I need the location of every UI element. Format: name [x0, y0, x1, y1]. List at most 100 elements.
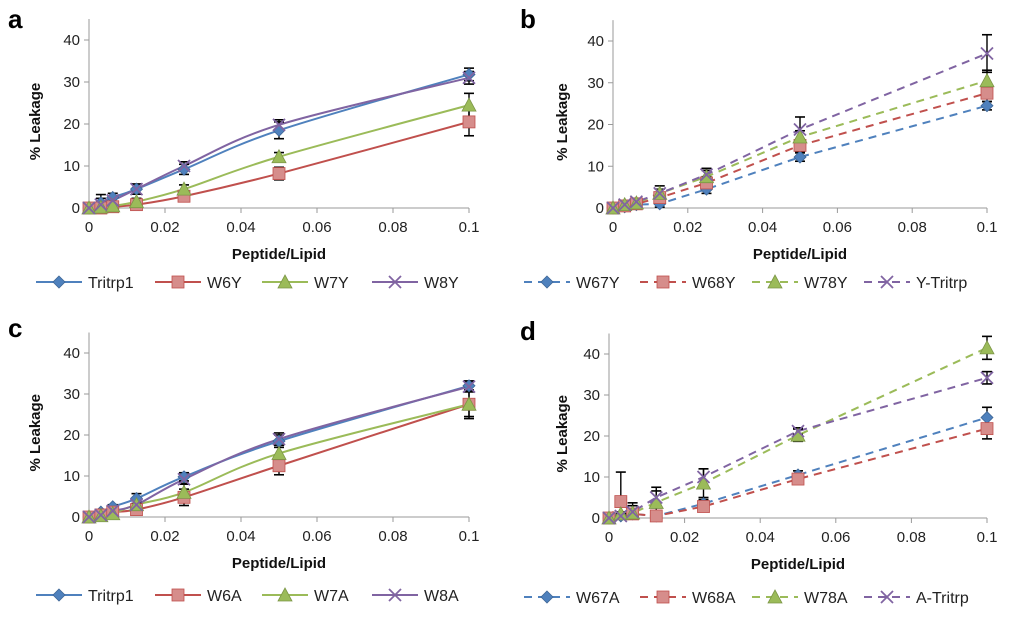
x-tick-label: 0.08 [898, 219, 927, 236]
panel-b: b 0 10 20 30 40 0 0.02 0.04 0.06 0.08 0.1 Peptide/Li… [520, 4, 997, 292]
legend-item-w6a: W6A [155, 588, 242, 605]
data-point [698, 168, 715, 184]
x-tick-label: 0 [609, 219, 617, 236]
x-tick-label: 0.08 [897, 529, 926, 546]
y-tick-label: 30 [63, 74, 80, 91]
legend-label: W7Y [314, 275, 349, 292]
y-tick-label: 20 [587, 117, 604, 134]
legend-item-w67y: W67Y [524, 275, 620, 292]
markers-w68y [606, 86, 994, 215]
x-axis-title: Peptide/Lipid [232, 246, 326, 263]
x-tick-label: 0.1 [977, 219, 998, 236]
x-tick-label: 0.08 [378, 528, 407, 545]
legend-item-w78a: W78A [752, 589, 848, 607]
markers-y-tritrp [606, 46, 994, 215]
legend-label: Tritrp1 [88, 588, 134, 605]
legend-marker [171, 275, 185, 289]
legend-label: Y-Tritrp [916, 275, 967, 292]
legend-marker [656, 590, 670, 604]
y-tick-label: 0 [72, 509, 80, 526]
x-axis-title: Peptide/Lipid [232, 555, 326, 572]
x-tick-label: 0.1 [459, 219, 480, 236]
legend-item-y-tritrp: Y-Tritrp [864, 275, 967, 292]
marker-stroke [129, 498, 144, 512]
data-point [272, 459, 286, 473]
legend-label: W8A [424, 588, 459, 605]
y-tick-label: 30 [63, 386, 80, 403]
marker-stroke [388, 275, 402, 289]
legend-marker [277, 587, 293, 602]
y-tick-label: 40 [587, 33, 604, 50]
data-point [272, 118, 286, 132]
panel-letter: c [8, 313, 22, 343]
legend-label: W78A [804, 590, 848, 607]
data-point [93, 199, 109, 214]
marker-stroke [699, 167, 714, 182]
marker-stroke [880, 590, 894, 604]
data-point [625, 505, 640, 519]
y-axis-title: % Leakage [554, 83, 571, 161]
panel-c: c 0 10 20 30 40 0 0.02 0.04 0.06 0.08 0.1 Peptide/Li… [8, 313, 479, 605]
marker-stroke [462, 379, 476, 394]
marker-stroke [82, 510, 96, 524]
series-line-tritrp1 [88, 73, 470, 209]
data-point [94, 198, 108, 212]
marker-stroke [614, 509, 628, 523]
legend-marker [388, 588, 402, 602]
marker-stroke [793, 122, 807, 137]
data-point [82, 201, 96, 215]
markers-w8y [82, 71, 476, 215]
y-tick-label: 10 [583, 469, 600, 486]
marker-stroke [606, 201, 620, 215]
y-tick-label: 20 [583, 428, 600, 445]
data-point [271, 148, 287, 164]
legend-marker [540, 275, 554, 289]
marker-stroke [272, 118, 286, 132]
legend-item-w78y: W78Y [752, 274, 848, 292]
legend-marker [656, 275, 670, 289]
marker-stroke [791, 424, 805, 438]
legend-label: W67A [576, 590, 620, 607]
x-tick-label: 0.02 [673, 219, 702, 236]
y-tick-label: 30 [587, 75, 604, 92]
legend-label: W68A [692, 590, 736, 607]
marker-stroke [106, 193, 120, 208]
data-point [649, 509, 663, 523]
data-point [602, 511, 616, 525]
y-tick-label: 10 [587, 158, 604, 175]
marker-stroke [696, 470, 711, 484]
legend: Tritrp1 W6Y W7Y W8Y [36, 274, 459, 292]
data-point [696, 470, 711, 484]
markers-w8a [82, 379, 476, 524]
y-axis-title: % Leakage [27, 394, 44, 472]
x-tick-label: 0 [85, 219, 93, 236]
data-point [979, 340, 995, 355]
data-point [106, 504, 120, 518]
marker-stroke [980, 371, 994, 385]
y-tick-label: 0 [596, 200, 604, 217]
data-point [106, 193, 120, 208]
legend-label: W6Y [207, 275, 242, 292]
legend: Tritrp1 W6A W7A W8A [36, 587, 459, 605]
data-point [791, 472, 805, 486]
data-point [653, 186, 667, 201]
legend-label: W7A [314, 588, 349, 605]
panel-letter: b [520, 4, 536, 34]
data-point [177, 159, 191, 173]
data-point [462, 71, 476, 85]
x-tick-label: 0.06 [823, 219, 852, 236]
data-point [792, 129, 808, 144]
marker-stroke [129, 182, 144, 196]
data-point [791, 424, 805, 438]
error-bars-w67a [604, 406, 992, 519]
y-tick-label: 30 [583, 387, 600, 404]
x-tick-label: 0.02 [150, 219, 179, 236]
data-point [695, 475, 712, 490]
data-point [462, 379, 476, 394]
data-point [629, 195, 644, 209]
legend-label: W68Y [692, 275, 736, 292]
x-tick-label: 0.04 [746, 529, 775, 546]
marker-stroke [625, 505, 640, 519]
legend-item-tritrp1: Tritrp1 [36, 275, 134, 292]
